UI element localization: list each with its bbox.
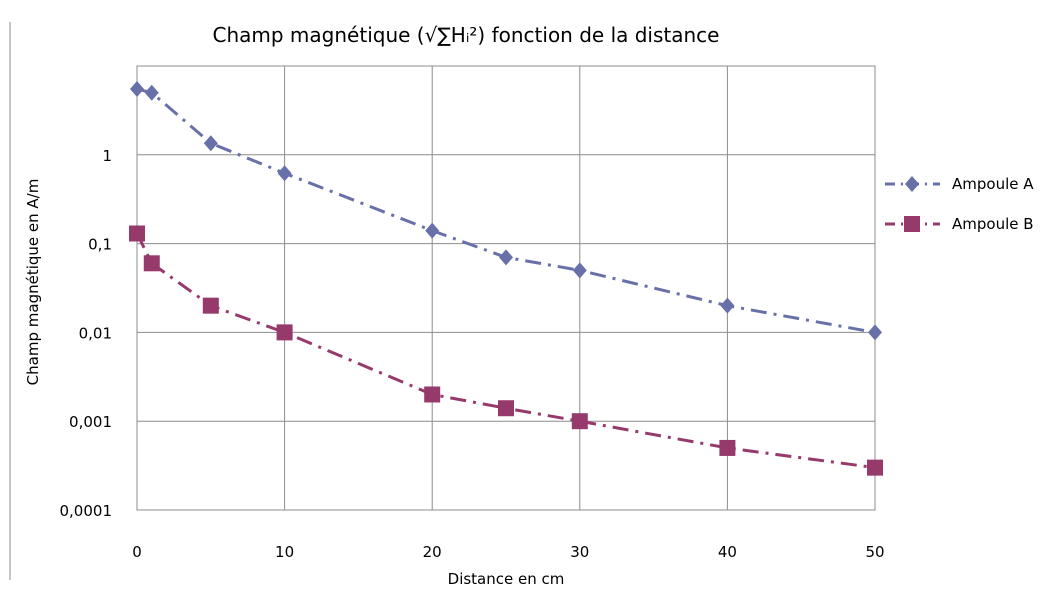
data-point (719, 439, 736, 456)
data-point (424, 386, 441, 403)
x-tick-label: 50 (865, 543, 884, 561)
data-point (129, 225, 145, 242)
x-axis-title: Distance en cm (448, 570, 565, 588)
data-point (868, 324, 882, 341)
data-point (572, 262, 587, 279)
chart-title: Champ magnétique (√∑Hᵢ²) fonction de la … (213, 23, 720, 47)
series-ampoule-b (129, 225, 883, 476)
series-line-ampoule-b (135, 232, 876, 470)
legend-marker-ampoule-a (905, 176, 919, 192)
x-tick-label: 10 (275, 543, 294, 561)
legend-label-ampoule-b: Ampoule B (952, 215, 1034, 233)
data-point (144, 84, 159, 101)
y-tick-label: 0,001 (69, 413, 112, 431)
y-tick-label: 1 (102, 147, 112, 165)
data-point (143, 255, 160, 272)
data-point (867, 459, 883, 476)
data-point (499, 249, 513, 266)
series-layer (129, 81, 883, 476)
data-point (425, 222, 440, 239)
x-tick-label: 30 (570, 543, 589, 561)
x-tick-label: 20 (423, 543, 442, 561)
data-point (203, 135, 218, 152)
x-tick-label: 40 (718, 543, 737, 561)
plot-area (136, 65, 876, 511)
y-tick-label: 0,1 (88, 236, 112, 254)
y-axis-title: Champ magnétique en A/m (24, 179, 42, 386)
data-point (720, 297, 735, 314)
series-ampoule-a (130, 81, 882, 341)
legend-entry-ampoule-b: Ampoule B (885, 215, 1034, 233)
legend: Ampoule A Ampoule B (885, 175, 1034, 233)
data-point (130, 81, 144, 98)
y-tick-label: 0,0001 (60, 502, 113, 520)
legend-label-ampoule-a: Ampoule A (952, 175, 1034, 193)
y-tick-label: 0,01 (79, 324, 112, 342)
x-tick-label: 0 (132, 543, 142, 561)
data-point (277, 165, 292, 182)
legend-marker-ampoule-b (904, 216, 920, 232)
legend-entry-ampoule-a: Ampoule A (885, 175, 1034, 193)
data-point (571, 413, 588, 430)
tick-labels: 0 10 20 30 40 50 1 0,1 0,01 0,001 0,0001 (60, 147, 885, 561)
data-point (498, 400, 514, 417)
data-point (202, 297, 219, 314)
series-line-ampoule-a (136, 87, 876, 334)
grid (136, 65, 876, 511)
data-point (276, 324, 293, 341)
